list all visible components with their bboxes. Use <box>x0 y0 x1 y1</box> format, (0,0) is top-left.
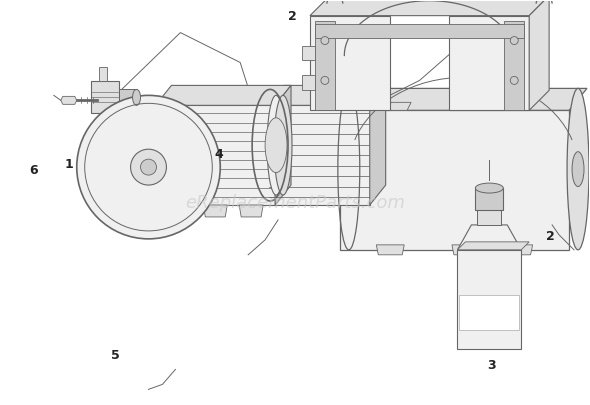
Text: 6: 6 <box>29 164 38 177</box>
Polygon shape <box>302 75 315 90</box>
Polygon shape <box>91 81 119 113</box>
Ellipse shape <box>265 118 287 173</box>
Ellipse shape <box>133 90 140 105</box>
Polygon shape <box>156 105 275 205</box>
Text: eReplacementParts.com: eReplacementParts.com <box>185 194 405 212</box>
Polygon shape <box>239 205 263 217</box>
Ellipse shape <box>572 152 584 187</box>
Polygon shape <box>119 90 136 105</box>
Polygon shape <box>315 21 335 110</box>
Polygon shape <box>340 110 569 250</box>
Polygon shape <box>457 250 521 350</box>
Polygon shape <box>467 102 491 110</box>
Circle shape <box>321 36 329 45</box>
Text: 1: 1 <box>64 158 73 171</box>
Text: 3: 3 <box>488 360 496 373</box>
Polygon shape <box>310 16 389 110</box>
Polygon shape <box>156 85 291 105</box>
Polygon shape <box>387 102 411 110</box>
Circle shape <box>510 77 518 84</box>
Polygon shape <box>457 242 529 250</box>
Polygon shape <box>340 88 587 110</box>
Polygon shape <box>302 45 315 60</box>
Polygon shape <box>529 0 549 110</box>
Polygon shape <box>476 188 503 210</box>
Polygon shape <box>450 16 529 110</box>
Text: 2: 2 <box>546 230 555 243</box>
Ellipse shape <box>267 95 285 195</box>
Circle shape <box>321 77 329 84</box>
Polygon shape <box>268 105 370 205</box>
Circle shape <box>130 149 166 185</box>
Polygon shape <box>310 0 549 16</box>
Polygon shape <box>376 245 404 255</box>
Text: 2: 2 <box>288 11 296 23</box>
Polygon shape <box>168 205 191 217</box>
Text: 4: 4 <box>214 147 223 160</box>
Polygon shape <box>99 68 107 81</box>
Polygon shape <box>457 225 521 250</box>
Polygon shape <box>315 23 524 38</box>
Polygon shape <box>268 85 386 105</box>
Ellipse shape <box>567 88 589 250</box>
Polygon shape <box>452 245 480 255</box>
Polygon shape <box>504 21 524 110</box>
Polygon shape <box>61 96 77 104</box>
Polygon shape <box>504 245 533 255</box>
Circle shape <box>77 95 220 239</box>
Ellipse shape <box>476 183 503 193</box>
Polygon shape <box>460 295 519 330</box>
Text: 5: 5 <box>112 350 120 362</box>
Circle shape <box>140 159 156 175</box>
Circle shape <box>510 36 518 45</box>
Polygon shape <box>204 205 227 217</box>
Polygon shape <box>477 210 502 225</box>
Ellipse shape <box>274 95 292 195</box>
Polygon shape <box>275 85 291 205</box>
Polygon shape <box>370 85 386 205</box>
